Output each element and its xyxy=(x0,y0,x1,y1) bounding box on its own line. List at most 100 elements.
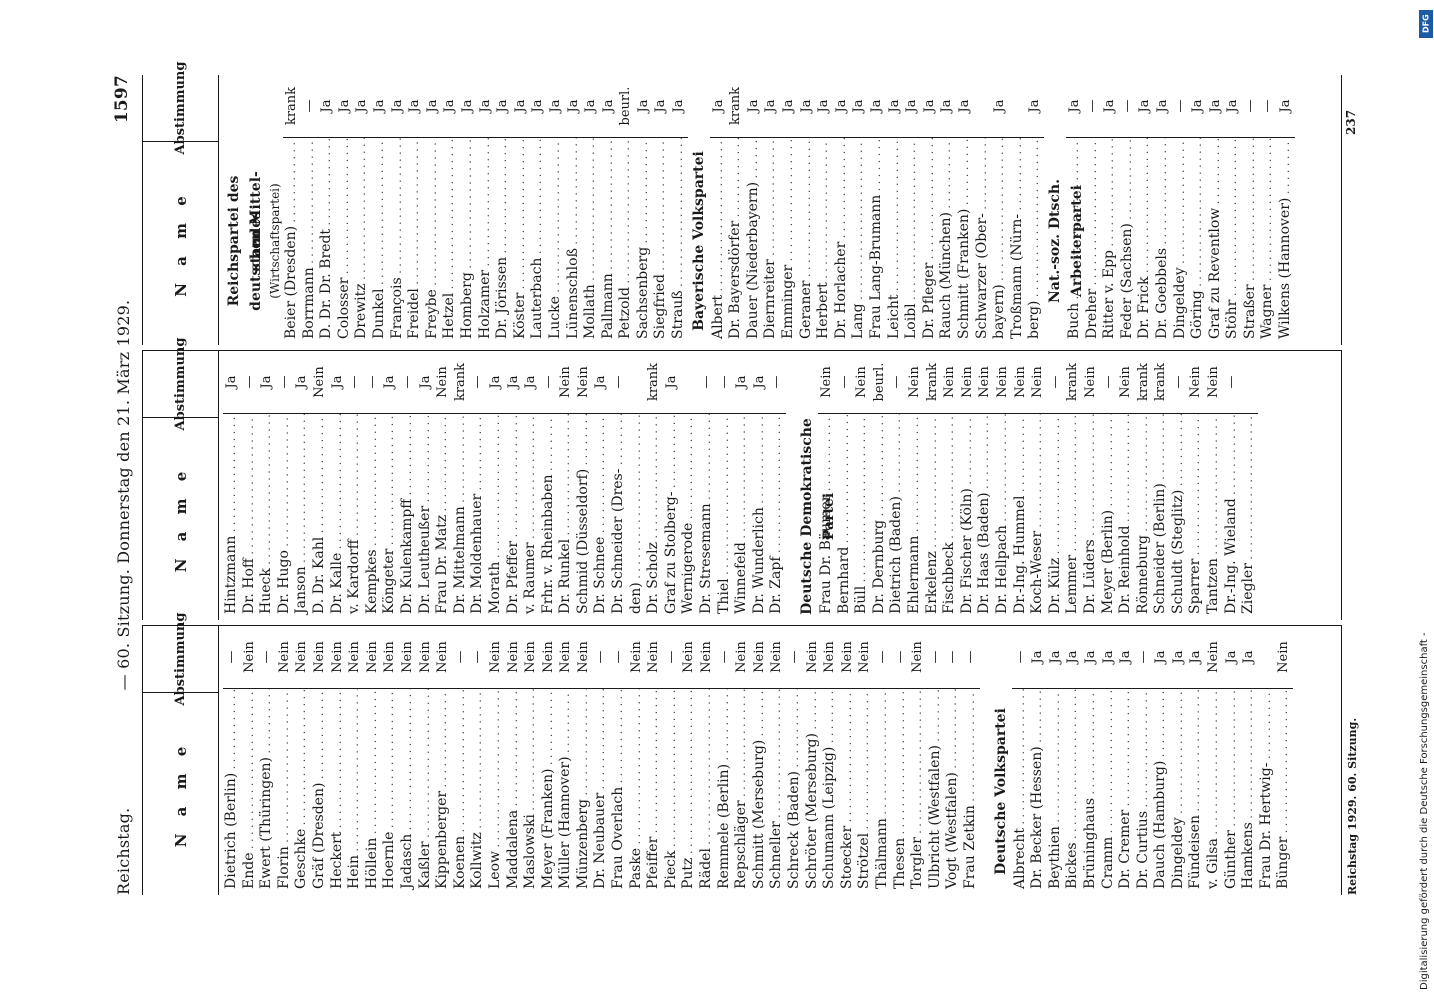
table-row: Dr. Hoff— xyxy=(240,351,259,620)
table-row: Remmele (Berlin)— xyxy=(715,626,734,895)
vote-value: — xyxy=(300,75,319,138)
vote-value: Nein xyxy=(750,626,769,689)
vote-value: Ja xyxy=(1206,75,1225,138)
member-name: Beier (Dresden) xyxy=(283,138,301,345)
vote-value: Ja xyxy=(388,75,407,138)
vote-header: Abstimmung xyxy=(143,613,218,705)
vote-value: — xyxy=(662,626,681,689)
table-row: Dr. Becker (Hessen)Ja xyxy=(1029,626,1047,895)
vote-value: — xyxy=(1118,75,1137,138)
member-name: Drewitz xyxy=(353,138,371,345)
vote-value: Nein xyxy=(486,626,505,689)
vote-value: Ja xyxy=(293,351,311,414)
member-name: Dr. Jörissen xyxy=(494,138,512,345)
column-2-rows: HintzmannJaDr. Hoff—HueckJaDr. Hugo—Jans… xyxy=(219,351,1258,620)
table-row: SachsenbergJa xyxy=(634,75,653,345)
member-name: Hamkens xyxy=(1240,689,1258,895)
table-row: HeckertNein xyxy=(328,626,347,895)
table-row: v. Kardorff— xyxy=(346,351,364,620)
member-name: Dr. Mittelmann xyxy=(452,414,470,620)
member-name: Dunkel xyxy=(371,138,389,345)
table-row: GüntherJa xyxy=(1222,626,1241,895)
vote-value: Ja xyxy=(1029,626,1047,689)
party-heading: Deutsche Volkspartei xyxy=(992,708,1009,875)
vote-value: — xyxy=(469,351,487,414)
member-name: Ehlermann xyxy=(906,414,924,620)
table-row: GeranerJa xyxy=(797,75,816,345)
column-2: N a m e Abstimmung HintzmannJaDr. Hoff—H… xyxy=(142,338,1342,620)
member-name: Dr. Pfleger xyxy=(921,138,939,345)
member-name: Freybe xyxy=(424,138,442,345)
vote-value: Nein xyxy=(1205,351,1223,414)
member-name: Freidel xyxy=(406,138,424,345)
table-row: RepschlägerNein xyxy=(733,626,751,895)
table-row: BüllNein xyxy=(853,351,871,620)
member-name: Vogt (Westfalen) xyxy=(944,689,962,895)
vote-value: Nein xyxy=(504,626,523,689)
member-name: Pieck xyxy=(663,689,681,895)
table-row: Bernhard— xyxy=(835,351,854,620)
vote-value: Ja xyxy=(1136,75,1154,138)
member-name: Geschke xyxy=(293,689,311,895)
table-row: Dr. CremerJa xyxy=(1117,626,1135,895)
vote-value: krank xyxy=(727,75,745,138)
member-name: Stöhr xyxy=(1224,138,1242,345)
table-row: Straßer— xyxy=(1241,75,1260,345)
member-name: Lemmer xyxy=(1064,414,1082,620)
vote-value: Ja xyxy=(406,75,424,138)
vote-value: Ja xyxy=(1222,626,1241,689)
vote-value: Ja xyxy=(1117,626,1135,689)
table-row: Frhr. v. Rheinbaben— xyxy=(539,351,558,620)
party-heading: Nat.-soz. Dtsch. Arbeiterpartei xyxy=(1046,179,1085,304)
dfg-side-note: DFG Digitalisierung gefördert durch die … xyxy=(1418,10,1434,990)
table-row: HoernleNein xyxy=(381,626,399,895)
vote-value: Nein xyxy=(328,626,347,689)
member-name: D. Dr. Kahl xyxy=(311,414,329,620)
table-row: Dr. LüdersNein xyxy=(1081,351,1100,620)
table-row: Vogt (Westfalen)— xyxy=(944,626,962,895)
vote-value: Nein xyxy=(346,626,364,689)
table-row: Rauch (München)Ja xyxy=(938,75,956,345)
member-name: Schmitt (Franken) xyxy=(956,138,974,345)
vote-value: Ja xyxy=(1046,626,1065,689)
member-name: Fündeisen xyxy=(1187,689,1205,895)
vote-value: Ja xyxy=(1101,75,1119,138)
member-name: Wilkens (Hannover) xyxy=(1277,138,1295,345)
vote-value: — xyxy=(873,626,892,689)
table-row: v. RaumerJa xyxy=(522,351,540,620)
table-row: RädelNein xyxy=(698,626,716,895)
table-row: Schröter (Merseburg)Nein xyxy=(803,626,822,895)
member-name: Jadasch xyxy=(399,689,417,895)
table-row: SparrerNein xyxy=(1187,351,1206,620)
table-row: Müller (Hannover)Nein xyxy=(557,626,575,895)
member-name: Dr. Schnee xyxy=(592,414,610,620)
vote-value xyxy=(680,351,699,414)
table-row: Schuldt (Steglitz)— xyxy=(1169,351,1188,620)
member-name: Schneller xyxy=(768,689,786,895)
member-name: Repschläger xyxy=(733,689,751,895)
vote-value: Ja xyxy=(564,75,583,138)
column-header: N a m e Abstimmung xyxy=(143,338,219,620)
vote-value: Ja xyxy=(1187,626,1206,689)
vote-value: — xyxy=(891,626,910,689)
vote-value: Nein xyxy=(557,351,575,414)
member-name: Sachsenberg xyxy=(635,138,653,345)
vote-value: Nein xyxy=(993,351,1012,414)
table-row: Dr. FrickJa xyxy=(1136,75,1154,345)
member-name: Stoecker xyxy=(839,689,857,895)
member-name: Ritter v. Epp xyxy=(1101,138,1119,345)
vote-value: — xyxy=(715,351,734,414)
table-row: Ritter v. EppJa xyxy=(1101,75,1119,345)
table-row: LuckeJa xyxy=(546,75,565,345)
member-name: Holzamer xyxy=(477,138,495,345)
table-row: Troßmann (Nürn- xyxy=(1008,75,1027,345)
member-name: Dauch (Hamburg) xyxy=(1152,689,1170,895)
member-name: Wernigerode xyxy=(680,414,698,620)
vote-value xyxy=(973,75,992,138)
member-name: Schmitt (Merseburg) xyxy=(751,689,769,895)
vote-value xyxy=(1240,351,1258,414)
vote-value: — xyxy=(715,626,734,689)
member-name: Dr. Goebbels xyxy=(1154,138,1172,345)
table-row: HetzelJa xyxy=(441,75,459,345)
vote-value: Ja xyxy=(1240,626,1258,689)
